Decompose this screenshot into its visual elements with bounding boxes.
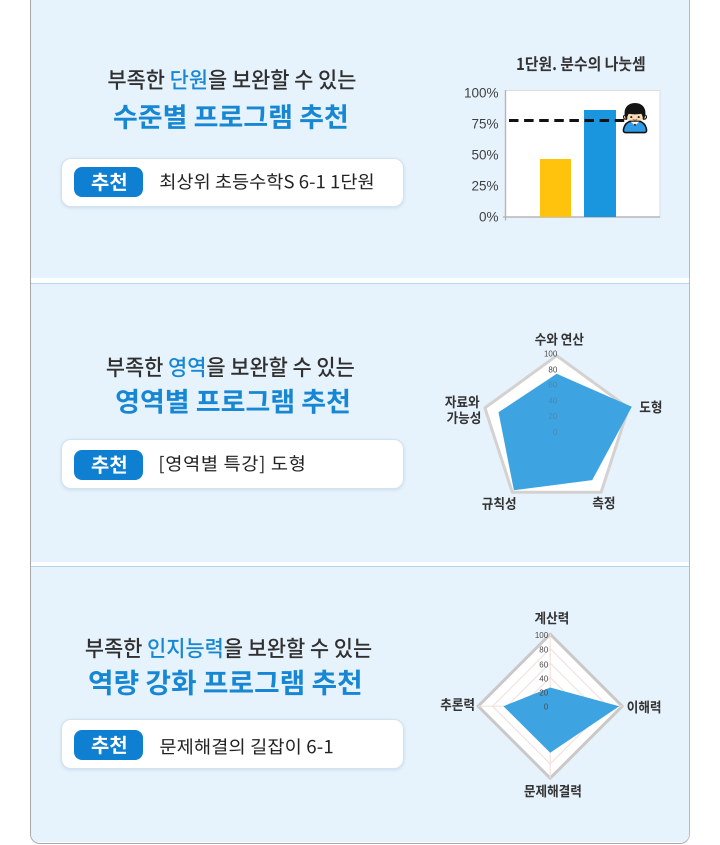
svg-text:0: 0 [544,703,549,712]
svg-text:80: 80 [548,366,557,375]
svg-text:60: 60 [548,381,557,390]
svg-text:100: 100 [544,350,558,359]
svg-text:40: 40 [539,675,548,684]
svg-text:20: 20 [539,688,548,697]
svg-text:60: 60 [539,660,548,669]
svg-text:25%: 25% [471,179,498,194]
svg-text:75%: 75% [471,117,498,132]
svg-text:40: 40 [548,396,557,405]
svg-text:80: 80 [539,646,548,655]
svg-text:100: 100 [535,631,549,640]
svg-text:0: 0 [553,428,558,437]
svg-text:100%: 100% [464,86,499,101]
svg-text:20: 20 [548,412,557,421]
svg-text:0%: 0% [479,210,499,225]
svg-text:50%: 50% [471,148,498,163]
